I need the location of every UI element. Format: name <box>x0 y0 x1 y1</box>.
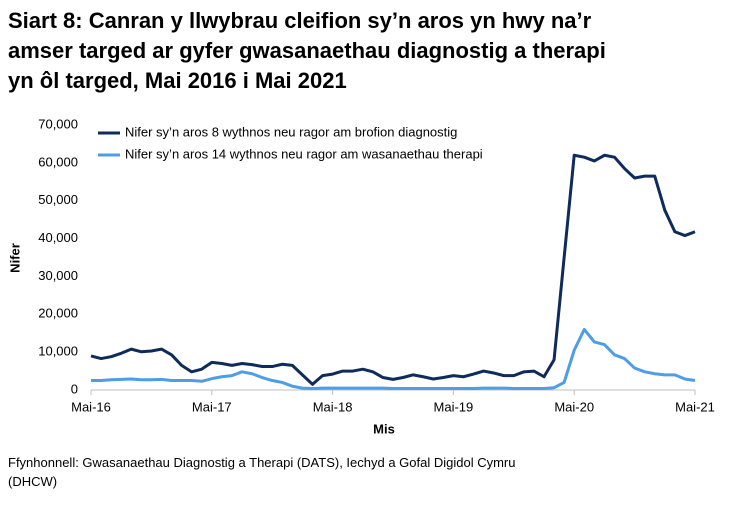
legend-label: Nifer sy’n aros 14 wythnos neu ragor am … <box>125 146 483 161</box>
y-tick-label: 30,000 <box>38 268 78 283</box>
x-tick-label: Mai-18 <box>313 399 353 414</box>
x-tick-label: Mai-19 <box>434 399 474 414</box>
chart-title: yn ôl targed, Mai 2016 i Mai 2021 <box>8 68 347 93</box>
chart-title: Siart 8: Canran y llwybrau cleifion sy’n… <box>8 8 592 33</box>
y-tick-label: 70,000 <box>38 116 78 131</box>
y-tick-label: 20,000 <box>38 306 78 321</box>
y-tick-label: 0 <box>71 381 78 396</box>
y-tick-label: 10,000 <box>38 344 78 359</box>
x-tick-label: Mai-20 <box>554 399 594 414</box>
chart-title: amser targed ar gyfer gwasanaethau diagn… <box>8 38 606 63</box>
source: Ffynhonnell: Gwasanaethau Diagnostig a T… <box>8 455 516 470</box>
y-axis-title: Nifer <box>7 243 22 273</box>
series-line <box>90 153 696 386</box>
y-tick-label: 50,000 <box>38 192 78 207</box>
x-tick-label: Mai-16 <box>71 399 111 414</box>
x-tick-label: Mai-21 <box>675 399 715 414</box>
series-line <box>91 327 696 390</box>
y-tick-label: 40,000 <box>38 230 78 245</box>
legend-label: Nifer sy’n aros 8 wythnos neu ragor am b… <box>125 124 457 139</box>
source: (DHCW) <box>8 474 57 489</box>
x-tick-label: Mai-17 <box>192 399 232 414</box>
y-tick-label: 60,000 <box>38 154 78 169</box>
x-axis-title: Mis <box>373 421 395 436</box>
